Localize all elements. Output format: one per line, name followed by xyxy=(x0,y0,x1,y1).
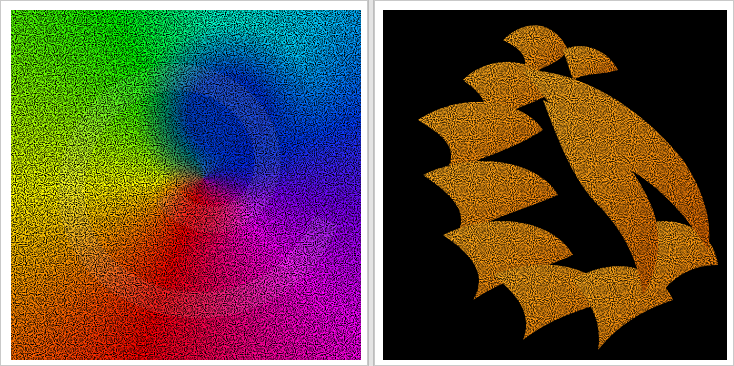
left-image-panel xyxy=(0,0,368,366)
panel-divider xyxy=(368,0,374,366)
rainbow-spiral-image xyxy=(11,10,361,360)
right-image-panel xyxy=(374,0,734,366)
orange-fractal-image xyxy=(383,10,727,360)
